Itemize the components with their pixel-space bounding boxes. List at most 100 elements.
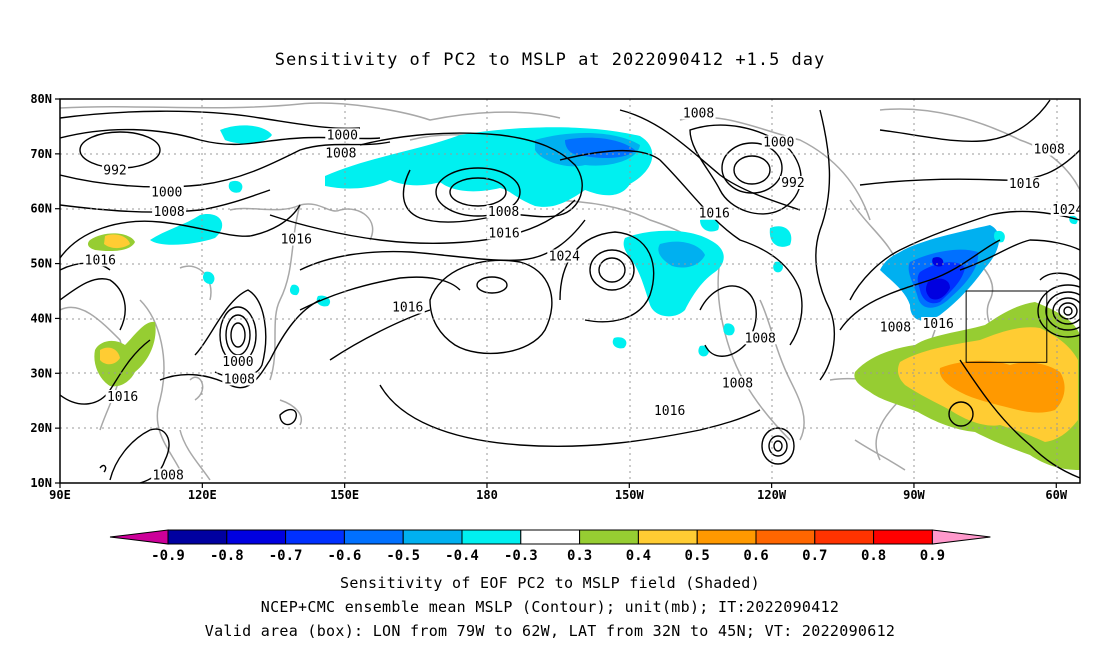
- lat-tick-label: 30N: [30, 366, 52, 380]
- contour-label: 1008: [722, 376, 753, 391]
- valid-area-box: [965, 290, 1048, 363]
- contour-label: 1016: [1009, 177, 1040, 192]
- contour-label-bg: [323, 146, 358, 160]
- colorbar-segment: [461, 529, 522, 545]
- colorbar-label: -0.3: [504, 548, 538, 564]
- contour-label-bg: [487, 226, 522, 240]
- colorbar-label: -0.6: [328, 548, 362, 564]
- contour-label: 1000: [763, 135, 794, 150]
- colorbar-right-arrow: [931, 529, 991, 545]
- contour-label: 1024: [549, 250, 580, 265]
- colorbar-segment: [167, 529, 228, 545]
- contour-label: 1016: [488, 226, 519, 241]
- lat-tick-label: 60N: [30, 202, 52, 216]
- contour-label: 1000: [327, 128, 358, 143]
- contour-label-bg: [878, 320, 913, 334]
- contour-label-bg: [921, 317, 956, 331]
- contour-label-bg: [681, 106, 716, 120]
- contour-label-bg: [779, 176, 806, 190]
- contour-label-bg: [220, 354, 255, 368]
- contour-label: 1000: [151, 185, 182, 200]
- lat-tick-label: 80N: [30, 92, 52, 106]
- colorbar-label: 0.8: [861, 548, 886, 564]
- contour-labels: 1000 1008 992 1000 1008 1016 1016 1008 1016 1000 1…: [83, 106, 1083, 483]
- map-plot-area: 1000 1008 992 1000 1008 1016 1016 1008 1016 1000 1…: [60, 99, 1083, 483]
- colorbar: -0.9 -0.8 -0.7 -0.6 -0.5 -0.4 -0.3 0.3 0.4 0.5 0.6…: [109, 529, 991, 564]
- contour-label: 1008: [745, 331, 776, 346]
- lon-tick-label: 90E: [49, 488, 71, 502]
- contour-label: 1024: [1052, 203, 1083, 218]
- lon-tick-label: 120E: [188, 488, 217, 502]
- negative-sensitivity-shading: [150, 125, 1078, 357]
- contour-label-bg: [720, 376, 755, 390]
- contour-label-bg: [83, 253, 118, 267]
- contour-label: 1008: [325, 146, 356, 161]
- contour-label-bg: [390, 300, 425, 314]
- contour-label-bg: [486, 205, 521, 219]
- colorbar-label: 0.4: [626, 548, 651, 564]
- colorbar-segment: [637, 529, 698, 545]
- contour-label: 1008: [224, 372, 255, 387]
- lon-tick-label: 150E: [330, 488, 359, 502]
- colorbar-label: 0.3: [567, 548, 592, 564]
- contour-label: 992: [103, 163, 126, 178]
- colorbar-label: 0.5: [685, 548, 710, 564]
- contour-label-bg: [697, 206, 732, 220]
- caption-contour: NCEP+CMC ensemble mean MSLP (Contour); u…: [260, 598, 840, 616]
- contour-label: 1016: [107, 390, 138, 405]
- mslp-contours: [60, 99, 1080, 483]
- contour-label: 1008: [1034, 143, 1065, 158]
- contour-label: 1016: [392, 301, 423, 316]
- contour-label-bg: [105, 389, 140, 403]
- colorbar-label: 0.6: [743, 548, 768, 564]
- lat-tick-label: 10N: [30, 476, 52, 490]
- gridlines: [60, 99, 1080, 483]
- contour-label: 1008: [880, 320, 911, 335]
- map-title: Sensitivity of PC2 to MSLP at 2022090412…: [274, 50, 826, 70]
- contour-label-bg: [652, 404, 687, 418]
- colorbar-label: -0.4: [445, 548, 479, 564]
- colorbar-segment: [696, 529, 757, 545]
- lat-tick-label: 70N: [30, 147, 52, 161]
- contour-label-bg: [547, 249, 582, 263]
- contour-label: 1008: [153, 205, 184, 220]
- map-frame: [59, 98, 1081, 484]
- colorbar-label: -0.9: [151, 548, 185, 564]
- colorbar-segment: [814, 529, 875, 545]
- colorbar-label: -0.5: [386, 548, 420, 564]
- contour-label-bg: [222, 372, 257, 386]
- contour-label-bg: [279, 232, 314, 246]
- contour-label: 1016: [85, 253, 116, 268]
- colorbar-label: -0.7: [269, 548, 303, 564]
- colorbar-segment: [520, 529, 581, 545]
- contour-label: 1016: [654, 404, 685, 419]
- contour-label-bg: [761, 135, 796, 149]
- colorbar-segment: [755, 529, 816, 545]
- contour-label-bg: [151, 468, 186, 482]
- lat-tick-label: 40N: [30, 311, 52, 325]
- contour-label-bg: [102, 163, 129, 177]
- contour-label: 1016: [699, 207, 730, 222]
- contour-label: 1016: [281, 233, 312, 248]
- lat-tick-label: 50N: [30, 257, 52, 271]
- colorbar-label: -0.8: [210, 548, 244, 564]
- colorbar-segment: [579, 529, 639, 545]
- caption-shading: Sensitivity of EOF PC2 to MSLP field (Sh…: [340, 574, 760, 592]
- lon-tick-label: 60W: [1045, 488, 1067, 502]
- caption-valid-area: Valid area (box): LON from 79W to 62W, L…: [204, 622, 896, 640]
- longitude-axis: 90E 120E 150E 180 150W 120W 90W 60W: [49, 483, 1068, 502]
- contour-label-bg: [152, 205, 187, 219]
- lon-tick-label: 120W: [757, 488, 787, 502]
- contour-label: 1016: [922, 317, 953, 332]
- lon-tick-label: 90W: [903, 488, 925, 502]
- colorbar-segment: [226, 529, 287, 545]
- lat-tick-label: 20N: [30, 421, 52, 435]
- colorbar-segment: [285, 529, 345, 545]
- contour-label-bg: [1007, 177, 1042, 191]
- colorbar-segment: [343, 529, 404, 545]
- contour-label-bg: [743, 331, 778, 345]
- lon-tick-label: 150W: [615, 488, 645, 502]
- contour-label-bg: [1050, 202, 1080, 216]
- colorbar-label: 0.9: [920, 548, 945, 564]
